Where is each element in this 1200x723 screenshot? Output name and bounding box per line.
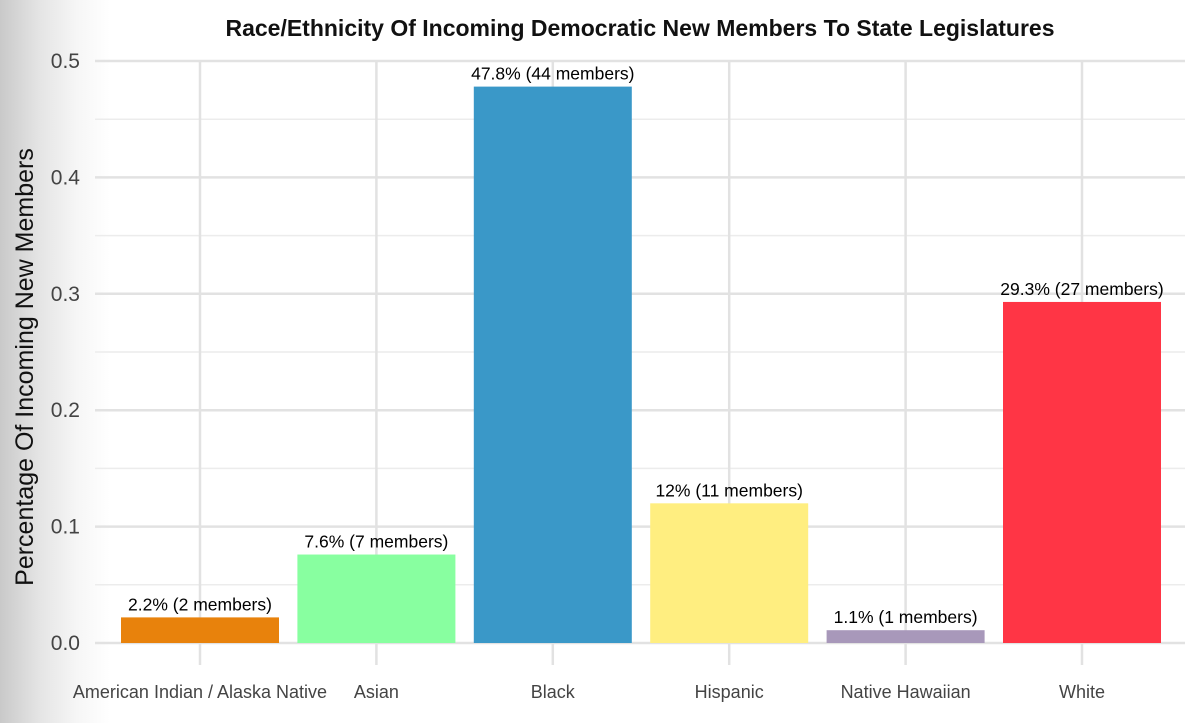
y-axis-ticks: 0.0 0.1 0.2 0.3 0.4 0.5 xyxy=(51,50,81,655)
x-tick-label: Asian xyxy=(354,682,399,702)
y-tick-label: 0.5 xyxy=(51,50,80,73)
data-label: 2.2% (2 members) xyxy=(128,594,272,614)
data-label: 29.3% (27 members) xyxy=(1000,279,1163,299)
bar xyxy=(826,630,985,643)
y-tick-label: 0.3 xyxy=(51,283,80,306)
data-label: 47.8% (44 members) xyxy=(471,64,634,84)
y-tick-label: 0.2 xyxy=(51,399,80,422)
bars xyxy=(121,86,1161,643)
x-tick-label: American Indian / Alaska Native xyxy=(73,682,327,702)
data-labels: 2.2% (2 members) 7.6% (7 members) 47.8% (4… xyxy=(128,64,1164,628)
bar xyxy=(297,554,456,643)
x-tick-label: Black xyxy=(531,682,576,702)
left-edge-shadow xyxy=(0,0,110,723)
x-tick-label: Native Hawaiian xyxy=(841,682,971,702)
bar xyxy=(473,86,632,643)
x-tick-label: Hispanic xyxy=(695,682,764,702)
x-tick-label: White xyxy=(1059,682,1105,702)
data-label: 7.6% (7 members) xyxy=(304,532,448,552)
y-tick-label: 0.0 xyxy=(51,632,80,655)
x-axis-ticks: American Indian / Alaska Native Asian Blac… xyxy=(73,682,1105,702)
bar xyxy=(650,503,809,643)
data-label: 12% (11 members) xyxy=(655,480,803,500)
data-label: 1.1% (1 members) xyxy=(834,607,978,627)
chart-title: Race/Ethnicity Of Incoming Democratic Ne… xyxy=(225,15,1054,41)
y-tick-label: 0.4 xyxy=(51,166,81,189)
y-tick-label: 0.1 xyxy=(51,516,80,539)
bar xyxy=(121,617,279,643)
bar xyxy=(1003,301,1161,643)
y-axis-label: Percentage Of Incoming New Members xyxy=(11,148,39,586)
